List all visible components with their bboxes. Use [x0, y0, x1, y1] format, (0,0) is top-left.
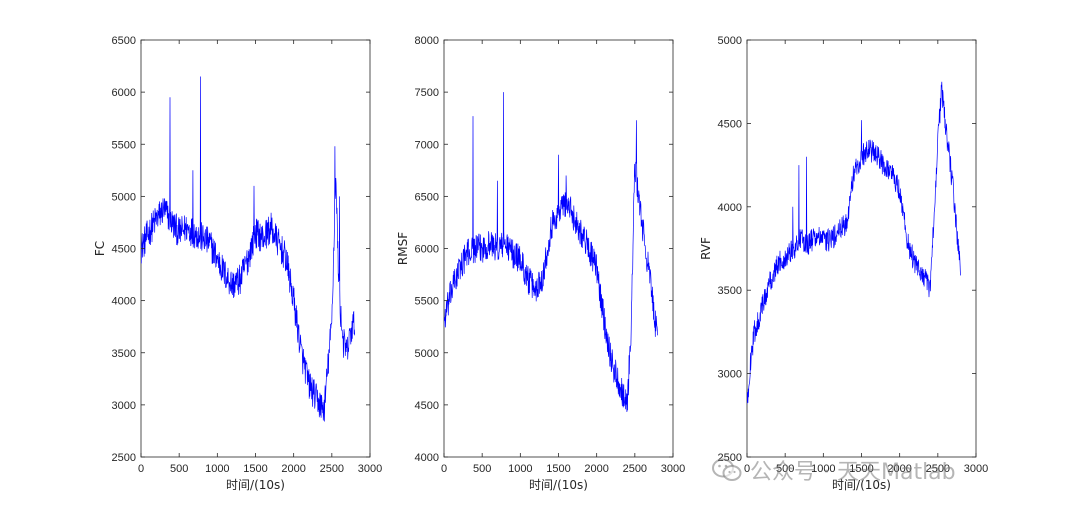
y-tick-label: 5000 [415, 348, 439, 360]
axes-box [140, 39, 371, 458]
x-tick-label: 2000 [281, 463, 305, 475]
y-tick-label: 4000 [415, 452, 439, 464]
x-axis-label: 时间/(10s) [832, 478, 891, 492]
series-line [444, 92, 659, 413]
axes-box [746, 39, 977, 458]
y-tick-label: 3000 [718, 369, 742, 381]
y-tick-label: 7000 [415, 139, 439, 151]
x-tick-label: 1000 [811, 463, 835, 475]
x-tick-label: 2500 [623, 463, 647, 475]
x-tick-label: 3000 [964, 463, 988, 475]
y-tick-label: 7500 [415, 87, 439, 99]
x-tick-label: 1500 [546, 463, 570, 475]
y-tick-label: 3500 [112, 348, 136, 360]
y-tick-label: 3000 [112, 400, 136, 412]
x-tick-label: 1000 [205, 463, 229, 475]
y-tick-label: 6500 [112, 35, 136, 47]
chart-panel-fc: 0 500 1000 1500 2000 2500 3000 2500 3000 3500 4000… [93, 35, 382, 492]
x-tick-label: 3000 [358, 463, 382, 475]
x-tick-label: 500 [170, 463, 188, 475]
y-tick-label: 2500 [112, 452, 136, 464]
x-tick-label: 0 [138, 463, 144, 475]
y-axis-label: RVF [699, 237, 713, 260]
y-tick-label: 6000 [112, 87, 136, 99]
y-tick-label: 5000 [718, 35, 742, 47]
y-tick-label: 4500 [112, 244, 136, 256]
x-tick-label: 500 [473, 463, 491, 475]
y-tick-label: 4500 [415, 400, 439, 412]
x-tick-label: 0 [441, 463, 447, 475]
x-tick-label: 500 [776, 463, 794, 475]
y-tick-label: 5500 [112, 139, 136, 151]
y-tick-label: 6000 [415, 244, 439, 256]
y-tick-label: 4000 [112, 296, 136, 308]
x-tick-label: 0 [744, 463, 750, 475]
y-tick-label: 2500 [718, 452, 742, 464]
x-axis-label: 时间/(10s) [226, 478, 285, 492]
x-tick-label: 2500 [926, 463, 950, 475]
y-tick-label: 5000 [112, 191, 136, 203]
series-line [141, 76, 356, 422]
y-tick-label: 3500 [718, 285, 742, 297]
x-tick-label: 1500 [849, 463, 873, 475]
x-tick-label: 1500 [243, 463, 267, 475]
chart-panel-rvf: 0 500 1000 1500 2000 2500 3000 2500 3000 3500 4000… [699, 35, 988, 492]
y-tick-label: 8000 [415, 35, 439, 47]
y-tick-label: 4500 [718, 118, 742, 130]
y-axis-label: RMSF [396, 232, 410, 265]
x-tick-label: 3000 [661, 463, 685, 475]
x-tick-label: 2000 [887, 463, 911, 475]
x-axis-label: 时间/(10s) [529, 478, 588, 492]
x-tick-label: 2500 [320, 463, 344, 475]
y-tick-label: 6500 [415, 191, 439, 203]
chart-panel-rmsf: 0 500 1000 1500 2000 2500 3000 4000 4500 5000 5500… [396, 35, 685, 492]
series-line [747, 81, 962, 405]
y-tick-label: 5500 [415, 296, 439, 308]
y-tick-label: 4000 [718, 202, 742, 214]
x-tick-label: 1000 [508, 463, 532, 475]
x-tick-label: 2000 [584, 463, 608, 475]
y-axis-label: FC [93, 241, 107, 256]
